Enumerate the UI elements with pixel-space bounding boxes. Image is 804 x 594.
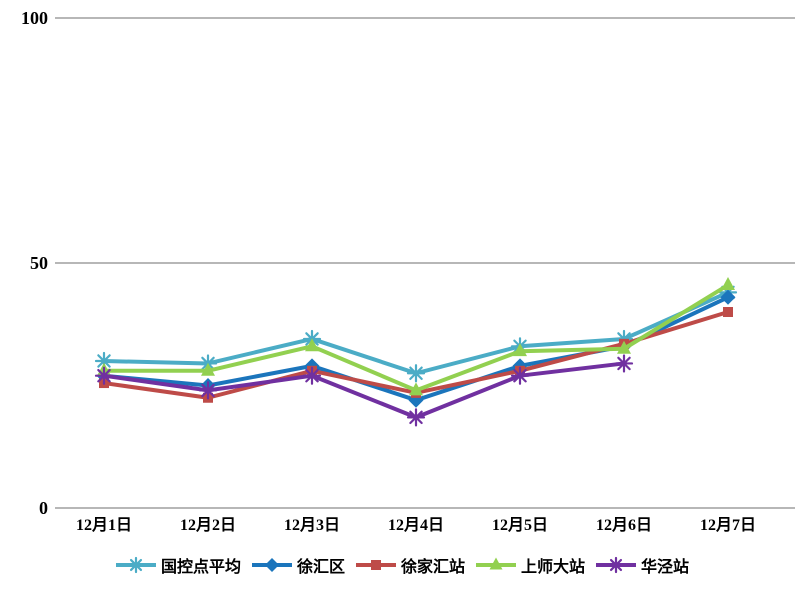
y-axis-tick-label: 50	[30, 253, 48, 273]
series-marker-4	[510, 366, 530, 385]
series-marker-4	[198, 381, 218, 400]
legend-label-4: 华泾站	[641, 559, 690, 576]
series-marker-3	[409, 382, 423, 396]
legend-label-1: 徐汇区	[296, 559, 345, 576]
series-marker-0	[94, 351, 114, 371]
series-marker-3	[513, 343, 527, 357]
legend-label-3: 上师大站	[521, 559, 586, 576]
x-axis-tick-label: 12月6日	[596, 516, 652, 534]
legend-item-3: 上师大站	[475, 553, 585, 577]
series-marker-3	[201, 362, 215, 376]
x-axis-tick-label: 12月7日	[700, 516, 756, 534]
legend-marker-triangle-icon	[476, 557, 516, 570]
legend-item-1: 徐汇区	[251, 553, 345, 577]
legend: 国控点平均 徐汇区 徐家汇站 上师大站 华泾站	[0, 553, 804, 577]
series-marker-4	[406, 408, 426, 427]
legend-label-2: 徐家汇站	[400, 559, 465, 576]
series-line-4	[102, 361, 626, 420]
y-axis-tick-label: 100	[21, 8, 48, 28]
x-axis-tick-label: 12月2日	[180, 516, 236, 534]
legend-marker-asterisk-icon	[596, 556, 637, 574]
series-marker-2	[723, 307, 733, 317]
y-axis-tick-label: 0	[39, 498, 48, 518]
legend-marker-square-icon	[355, 560, 396, 570]
series-line-0	[102, 290, 730, 376]
legend-item-0: 国控点平均	[115, 553, 241, 577]
series-marker-3	[305, 338, 319, 352]
series-marker-4	[302, 366, 322, 385]
legend-item-4: 华泾站	[595, 553, 689, 577]
series-marker-3	[721, 276, 735, 290]
x-axis-tick-label: 12月5日	[492, 516, 548, 534]
series-marker-3	[617, 340, 631, 354]
series-marker-4	[94, 366, 114, 385]
series-marker-1	[720, 289, 736, 305]
x-axis-tick-label: 12月3日	[284, 516, 340, 534]
series-marker-4	[614, 354, 634, 373]
x-axis-tick-label: 12月4日	[388, 516, 444, 534]
legend-marker-diamond-icon	[251, 558, 292, 572]
legend-label-0: 国控点平均	[160, 559, 241, 576]
legend-marker-asterisk-icon	[115, 556, 156, 574]
series-marker-0	[406, 364, 426, 383]
legend-item-2: 徐家汇站	[355, 553, 465, 577]
x-axis-tick-label: 12月1日	[76, 516, 132, 534]
